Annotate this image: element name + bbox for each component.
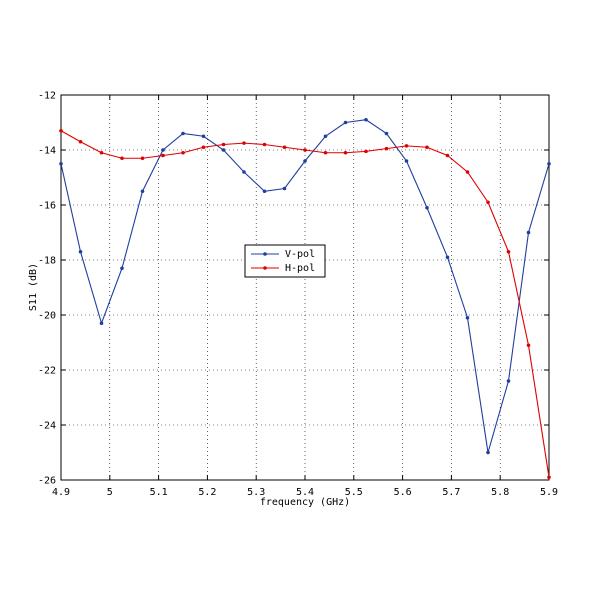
data-point-v-pol xyxy=(201,134,206,139)
data-point-h-pol xyxy=(99,150,104,155)
x-tick-label: 5.9 xyxy=(540,487,558,498)
data-point-v-pol xyxy=(262,189,267,194)
data-point-h-pol xyxy=(201,145,206,150)
data-point-v-pol xyxy=(242,170,246,174)
series-h-pol xyxy=(59,128,551,480)
data-point-v-pol xyxy=(282,186,287,191)
data-point-v-pol xyxy=(343,120,348,125)
y-tick-label: -26 xyxy=(38,476,56,487)
data-point-v-pol xyxy=(384,131,389,136)
data-point-v-pol xyxy=(425,205,429,210)
x-tick-label: 5.4 xyxy=(296,487,314,498)
legend-box xyxy=(244,244,326,278)
data-point-h-pol xyxy=(547,475,551,480)
data-point-h-pol xyxy=(120,156,124,161)
data-point-v-pol xyxy=(364,117,368,122)
data-point-h-pol xyxy=(242,141,246,145)
data-point-h-pol xyxy=(445,153,450,158)
data-point-h-pol xyxy=(59,128,63,133)
legend-marker-h-pol xyxy=(263,266,267,270)
y-tick-label: -18 xyxy=(38,256,56,267)
y-tick-label: -20 xyxy=(38,311,56,322)
data-point-v-pol xyxy=(547,161,551,166)
data-point-h-pol xyxy=(425,145,429,150)
data-point-h-pol xyxy=(221,142,226,147)
data-point-h-pol xyxy=(384,146,389,151)
data-point-v-pol xyxy=(445,255,450,260)
x-tick-label: 5.2 xyxy=(198,487,216,498)
data-point-v-pol xyxy=(59,161,63,166)
legend-marker-v-pol xyxy=(263,252,267,256)
data-point-h-pol xyxy=(181,150,185,155)
x-axis-label: frequency (GHz) xyxy=(260,497,350,508)
x-tick-label: 4.9 xyxy=(52,487,70,498)
y-tick-label: -12 xyxy=(38,91,56,102)
data-point-v-pol xyxy=(120,266,124,271)
data-point-h-pol xyxy=(303,148,307,152)
data-point-v-pol xyxy=(303,159,307,163)
y-tick-label: -22 xyxy=(38,366,56,377)
ticks xyxy=(60,94,550,481)
data-point-h-pol xyxy=(78,139,83,144)
data-point-v-pol xyxy=(465,315,470,320)
data-point-v-pol xyxy=(323,134,328,139)
data-point-v-pol xyxy=(404,159,409,163)
x-tick-label: 5.5 xyxy=(345,487,363,498)
data-point-h-pol xyxy=(282,145,287,150)
data-point-h-pol xyxy=(506,249,511,254)
series-v-pol xyxy=(59,117,551,455)
data-point-h-pol xyxy=(323,150,328,155)
x-tick-labels: 4.9 5 5.1 5.2 5.3 5.4 5.5 5.6 5.7 5.8 5.9 xyxy=(52,487,558,498)
y-tick-label: -24 xyxy=(38,421,56,432)
data-point-v-pol xyxy=(221,148,226,152)
data-point-h-pol xyxy=(161,153,165,158)
x-tick-label: 5.3 xyxy=(247,487,265,498)
data-point-h-pol xyxy=(526,343,531,348)
data-point-v-pol xyxy=(78,249,83,254)
data-point-v-pol xyxy=(99,321,104,326)
data-point-v-pol xyxy=(161,148,165,152)
y-tick-label: -14 xyxy=(38,146,56,157)
legend-label-h-pol: H-pol xyxy=(285,263,315,274)
data-point-h-pol xyxy=(486,200,490,205)
data-point-h-pol xyxy=(343,150,348,155)
data-point-h-pol xyxy=(364,149,368,154)
data-point-h-pol xyxy=(465,170,470,174)
x-tick-label: 5.6 xyxy=(394,487,412,498)
y-tick-labels: -26 -24 -22 -20 -18 -16 -14 -12 xyxy=(38,91,56,487)
x-tick-label: 5.8 xyxy=(491,487,509,498)
data-point-v-pol xyxy=(486,450,490,455)
y-tick-label: -16 xyxy=(38,201,56,212)
x-tick-label: 5 xyxy=(107,487,113,498)
data-point-v-pol xyxy=(526,230,531,235)
legend-label-v-pol: V-pol xyxy=(285,249,315,260)
x-tick-label: 5.7 xyxy=(442,487,460,498)
x-tick-label: 5.1 xyxy=(150,487,168,498)
data-point-v-pol xyxy=(506,379,511,383)
data-point-h-pol xyxy=(404,144,409,148)
data-point-h-pol xyxy=(262,142,267,147)
series-layer xyxy=(59,117,551,480)
data-point-v-pol xyxy=(140,189,145,194)
legend: V-pol H-pol xyxy=(244,244,326,278)
data-point-v-pol xyxy=(181,131,185,136)
y-axis-label: S11 (dB) xyxy=(28,263,39,311)
data-point-h-pol xyxy=(140,156,145,161)
